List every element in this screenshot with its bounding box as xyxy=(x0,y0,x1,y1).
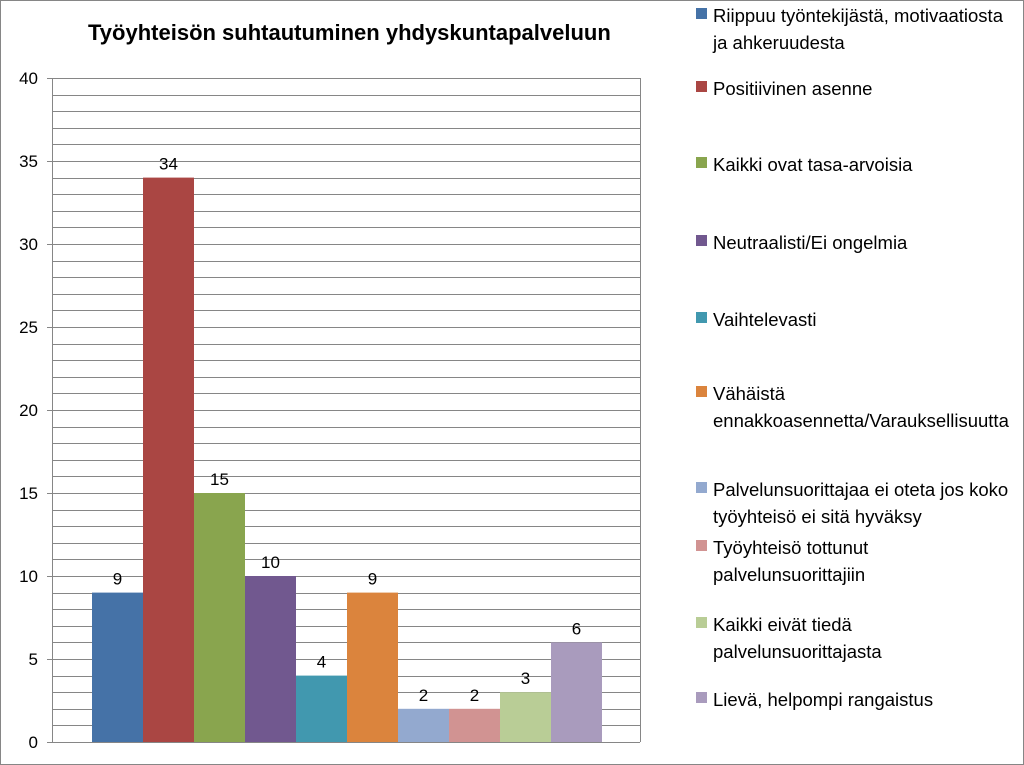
data-label: 2 xyxy=(419,686,428,705)
legend-swatch xyxy=(696,692,707,703)
data-label: 34 xyxy=(159,155,178,174)
y-tick-labels: 0 5 10 15 20 25 30 35 40 xyxy=(19,69,38,752)
bar xyxy=(296,675,347,742)
legend-swatch xyxy=(696,540,707,551)
data-label: 3 xyxy=(521,669,530,688)
bar xyxy=(551,642,602,742)
legend-swatch xyxy=(696,312,707,323)
y-tick-label: 10 xyxy=(19,567,38,586)
y-tick-label: 30 xyxy=(19,235,38,254)
legend-label: Lievä, helpompi rangaistus xyxy=(713,689,934,710)
legend-swatch xyxy=(696,386,707,397)
bar xyxy=(194,493,245,742)
legend-swatch xyxy=(696,235,707,246)
y-tick-label: 15 xyxy=(19,484,38,503)
y-tick-label: 35 xyxy=(19,152,38,171)
legend-label: Kaikki eivät tiedä palvelunsuorittajasta xyxy=(713,614,882,662)
data-labels: 9 34 15 10 4 9 2 2 3 6 xyxy=(113,155,581,705)
legend-label: Työyhteisö tottunut palvelunsuorittajiin xyxy=(713,537,869,585)
bar xyxy=(245,576,296,742)
data-label: 4 xyxy=(317,653,326,672)
legend-label: Riippuu työntekijästä, motivaatiosta ja … xyxy=(713,5,1003,53)
legend-swatch xyxy=(696,81,707,92)
legend-label: Kaikki ovat tasa-arvoisia xyxy=(713,154,913,175)
legend-label: Palvelunsuorittajaa ei oteta jos koko ty… xyxy=(713,479,1009,527)
bar xyxy=(500,692,551,742)
chart-title: Työyhteisön suhtautuminen yhdyskuntapalv… xyxy=(88,20,611,45)
legend-label: Neutraalisti/Ei ongelmia xyxy=(713,232,908,253)
y-tick-label: 20 xyxy=(19,401,38,420)
bar xyxy=(347,592,398,742)
data-label: 6 xyxy=(572,619,581,638)
data-label: 2 xyxy=(470,686,479,705)
legend-label: Vaihtelevasti xyxy=(713,309,817,330)
legend-swatch xyxy=(696,617,707,628)
bar xyxy=(92,592,143,742)
bar xyxy=(449,708,500,742)
y-tick-label: 0 xyxy=(29,733,38,752)
y-tick-label: 40 xyxy=(19,69,38,88)
bar xyxy=(398,708,449,742)
y-tick-label: 5 xyxy=(29,650,38,669)
legend-label: Positiivinen asenne xyxy=(713,78,873,99)
legend-label: Vähäistä ennakkoasennetta/Varauksellisuu… xyxy=(713,383,1009,431)
bar xyxy=(143,177,194,743)
data-label: 15 xyxy=(210,470,229,489)
legend-swatch xyxy=(696,482,707,493)
y-tick-label: 25 xyxy=(19,318,38,337)
axes xyxy=(47,78,641,743)
data-label: 10 xyxy=(261,553,280,572)
bars xyxy=(92,177,602,743)
legend-swatch xyxy=(696,8,707,19)
data-label: 9 xyxy=(368,570,377,589)
legend-swatch xyxy=(696,157,707,168)
data-label: 9 xyxy=(113,570,122,589)
